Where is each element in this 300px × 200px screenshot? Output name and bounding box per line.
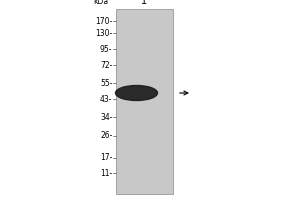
Text: 170-: 170- bbox=[95, 17, 112, 25]
Text: 95-: 95- bbox=[100, 45, 112, 53]
Text: 55-: 55- bbox=[100, 78, 112, 88]
Text: 17-: 17- bbox=[100, 154, 112, 162]
Text: 26-: 26- bbox=[100, 132, 112, 140]
Text: 130-: 130- bbox=[95, 28, 112, 38]
Text: 43-: 43- bbox=[100, 95, 112, 104]
Text: 1: 1 bbox=[141, 0, 147, 6]
Text: kDa: kDa bbox=[93, 0, 108, 6]
Text: 11-: 11- bbox=[100, 168, 112, 178]
Text: 34-: 34- bbox=[100, 112, 112, 121]
Ellipse shape bbox=[116, 86, 158, 100]
Text: 72-: 72- bbox=[100, 60, 112, 70]
Bar bbox=[116, 9, 172, 194]
